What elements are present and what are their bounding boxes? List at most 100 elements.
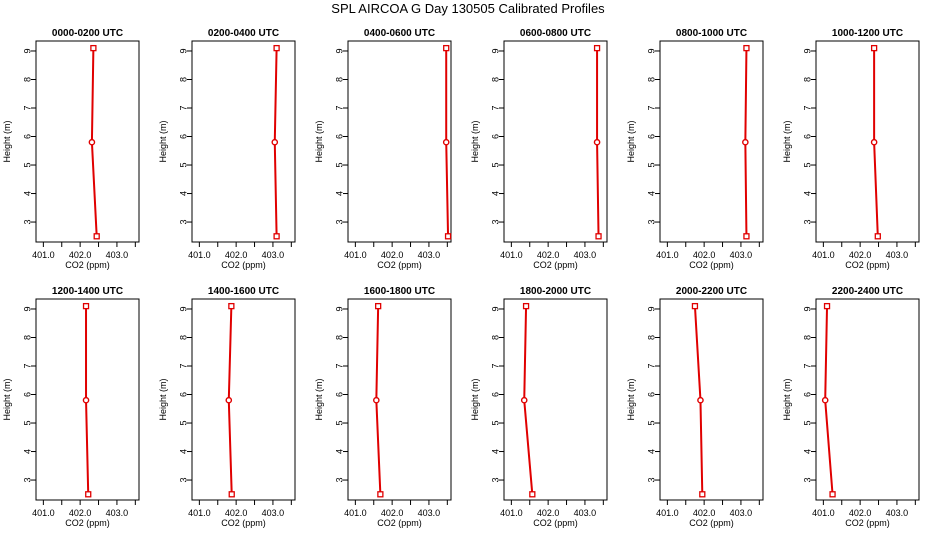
data-point: [373, 396, 380, 404]
x-tick-label: 401.0: [812, 250, 835, 260]
y-tick-label: 9: [646, 48, 656, 53]
y-tick-label: 3: [802, 220, 812, 225]
y-tick-label: 9: [490, 306, 500, 311]
plot-frame: [35, 40, 140, 243]
y-tick-label: 5: [22, 421, 32, 426]
y-tick-label: 9: [334, 48, 344, 53]
x-axis-label: CO2 (ppm): [377, 518, 422, 528]
y-tick-label: 5: [178, 421, 188, 426]
y-tick-label: 4: [802, 191, 812, 196]
y-axis-label: Height (m): [626, 120, 636, 162]
panel-title: 0800-1000 UTC: [676, 28, 747, 39]
x-tick-label: 401.0: [656, 508, 679, 518]
y-tick-label: 4: [178, 449, 188, 454]
y-tick-label: 7: [178, 363, 188, 368]
x-tick-label: 403.0: [418, 508, 441, 518]
data-point: [444, 233, 452, 240]
panel-title: 0400-0600 UTC: [364, 28, 435, 39]
x-tick-label: 402.0: [225, 508, 248, 518]
y-tick-label: 7: [22, 363, 32, 368]
panel-title: 1800-2000 UTC: [520, 286, 591, 297]
y-tick-label: 6: [178, 134, 188, 139]
x-tick-label: 401.0: [188, 250, 211, 260]
y-tick-label: 6: [802, 392, 812, 397]
y-tick-label: 9: [22, 48, 32, 53]
plot-frame: [503, 40, 608, 243]
y-tick-label: 7: [22, 105, 32, 110]
y-tick-label: 5: [334, 163, 344, 168]
data-point: [691, 302, 699, 310]
x-tick-label: 403.0: [106, 250, 129, 260]
y-axis-label: Height (m): [314, 378, 324, 420]
panel-title: 1600-1800 UTC: [364, 286, 435, 297]
y-axis-label: Height (m): [782, 120, 792, 162]
y-axis-label: Height (m): [158, 120, 168, 162]
data-point: [271, 138, 279, 146]
x-tick-label: 403.0: [730, 250, 753, 260]
x-tick-label: 402.0: [537, 508, 560, 518]
y-tick-label: 7: [802, 105, 812, 110]
panel-title: 1400-1600 UTC: [208, 286, 279, 297]
y-tick-label: 7: [646, 363, 656, 368]
x-tick-label: 402.0: [381, 250, 404, 260]
data-point: [90, 44, 97, 52]
y-tick-label: 6: [490, 134, 500, 139]
x-tick-label: 402.0: [381, 508, 404, 518]
data-point: [82, 396, 90, 404]
data-point: [443, 44, 450, 52]
x-tick-label: 403.0: [730, 508, 753, 518]
y-tick-label: 3: [490, 220, 500, 225]
x-tick-label: 401.0: [32, 250, 55, 260]
y-tick-label: 7: [178, 105, 188, 110]
plot-frame: [659, 40, 764, 243]
x-tick-label: 402.0: [849, 250, 872, 260]
y-tick-label: 7: [334, 105, 344, 110]
data-point: [377, 491, 384, 498]
x-tick-label: 401.0: [812, 508, 835, 518]
y-tick-label: 6: [490, 392, 500, 397]
y-tick-label: 6: [178, 392, 188, 397]
y-tick-label: 3: [334, 478, 344, 483]
x-axis-label: CO2 (ppm): [377, 260, 422, 270]
y-tick-label: 5: [646, 163, 656, 168]
y-tick-label: 8: [334, 77, 344, 82]
y-tick-label: 8: [178, 77, 188, 82]
data-point: [228, 302, 235, 310]
y-tick-label: 5: [22, 163, 32, 168]
y-tick-label: 7: [802, 363, 812, 368]
x-tick-label: 402.0: [693, 508, 716, 518]
data-point: [743, 44, 750, 52]
data-point: [529, 491, 536, 498]
y-axis-label: Height (m): [2, 378, 12, 420]
y-tick-label: 4: [490, 449, 500, 454]
plot-frame: [191, 298, 296, 501]
y-tick-label: 9: [802, 48, 812, 53]
y-tick-label: 6: [334, 134, 344, 139]
plot-frame: [815, 298, 920, 501]
plot-frame: [347, 40, 452, 243]
y-tick-label: 5: [490, 421, 500, 426]
y-axis-label: Height (m): [470, 120, 480, 162]
y-tick-label: 8: [646, 77, 656, 82]
plot-frame: [659, 298, 764, 501]
y-tick-label: 9: [490, 48, 500, 53]
y-tick-label: 4: [802, 449, 812, 454]
panel-title: 0000-0200 UTC: [52, 28, 123, 39]
y-axis-label: Height (m): [782, 378, 792, 420]
x-tick-label: 403.0: [418, 250, 441, 260]
y-tick-label: 4: [22, 191, 32, 196]
data-point: [743, 233, 750, 240]
y-axis-label: Height (m): [158, 378, 168, 420]
y-tick-label: 9: [178, 48, 188, 53]
y-tick-label: 6: [22, 134, 32, 139]
plot-frame: [503, 298, 608, 501]
x-axis-label: CO2 (ppm): [845, 518, 890, 528]
x-tick-label: 403.0: [886, 508, 909, 518]
x-tick-label: 403.0: [886, 250, 909, 260]
y-tick-label: 4: [334, 449, 344, 454]
